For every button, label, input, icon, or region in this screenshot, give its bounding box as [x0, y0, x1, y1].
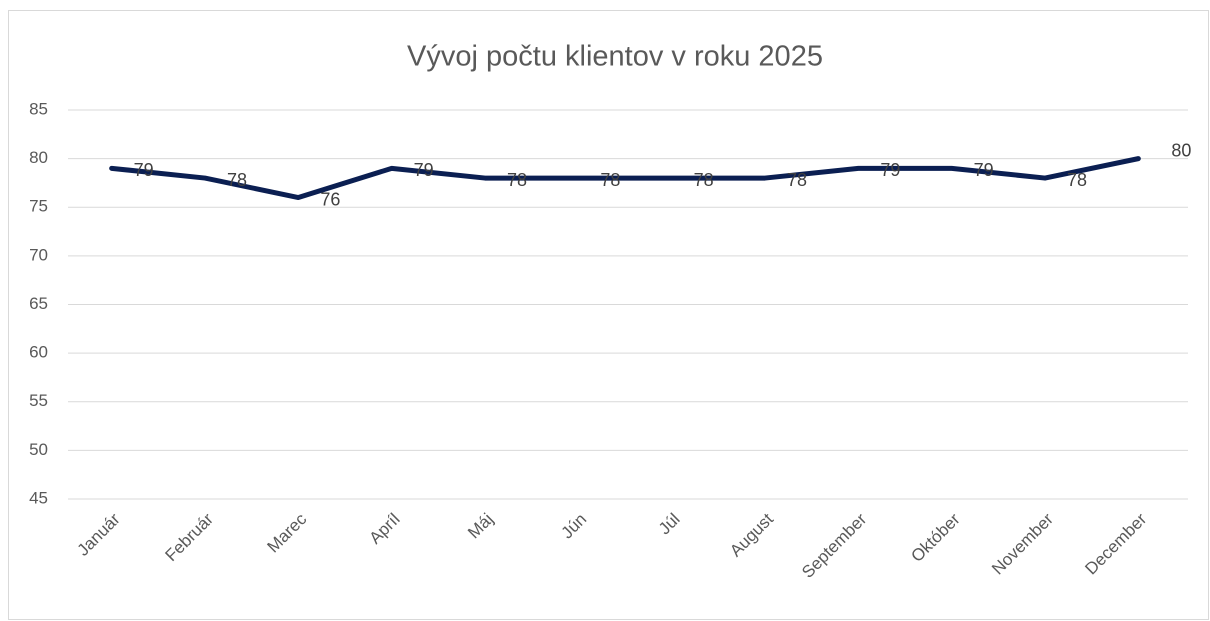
y-tick-label: 80: [29, 148, 48, 167]
y-tick-label: 60: [29, 343, 48, 362]
data-label: 79: [414, 160, 434, 180]
line: [109, 156, 1141, 201]
data-label: 78: [507, 170, 527, 190]
y-tick-label: 75: [29, 197, 48, 216]
data-label: 78: [227, 170, 247, 190]
data-label: 79: [880, 160, 900, 180]
data-label: 79: [974, 160, 994, 180]
data-label: 76: [320, 189, 340, 209]
y-tick-label: 65: [29, 294, 48, 313]
y-tick-label: 85: [29, 99, 48, 118]
data-label: 78: [694, 170, 714, 190]
data-label: 78: [1067, 170, 1087, 190]
data-label: 79: [134, 160, 154, 180]
y-tick-label: 45: [29, 488, 48, 507]
data-label: 78: [787, 170, 807, 190]
y-tick-label: 70: [29, 245, 48, 264]
data-label: 80: [1171, 140, 1191, 160]
y-tick-label: 50: [29, 440, 48, 459]
chart-title: Vývoj počtu klientov v roku 2025: [407, 41, 823, 73]
y-tick-label: 55: [29, 391, 48, 410]
chart-frame: [8, 10, 1209, 620]
data-label: 78: [600, 170, 620, 190]
